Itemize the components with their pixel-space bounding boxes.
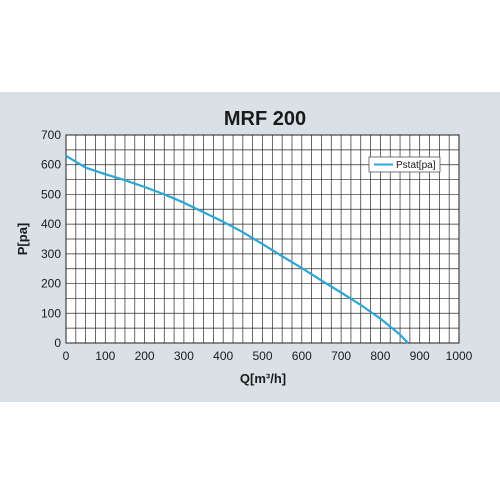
y-tick-label: 700 [41,128,61,142]
y-axis-label: P[pa] [15,223,30,256]
x-tick-label: 800 [370,349,390,363]
x-tick-label: 200 [135,349,155,363]
series-layer [65,154,409,344]
legend-box [368,156,441,173]
x-tick-label: 1000 [446,349,473,363]
x-tick-label: 100 [95,349,115,363]
y-axis-ticks: 0 100 200 300 400 500 600 700 [41,128,61,350]
x-axis-label: Q[m³/h] [240,371,286,386]
x-tick-label: 0 [63,349,70,363]
x-tick-label: 600 [292,349,312,363]
plot-border [65,134,460,344]
y-tick-label: 100 [41,306,61,320]
legend: Pstat[pa] [368,156,441,173]
y-tick-label: 400 [41,217,61,231]
y-tick-label: 600 [41,158,61,172]
y-tick-label: 0 [54,336,61,350]
x-tick-label: 500 [252,349,272,363]
y-tick-label: 500 [41,187,61,201]
series-line-pstat [65,154,409,344]
y-tick-label: 300 [41,247,61,261]
x-axis-ticks: 0 100 200 300 400 500 600 700 800 900 1000 [63,349,473,363]
chart-title: MRF 200 [224,108,306,130]
x-tick-label: 900 [410,349,430,363]
y-tick-label: 200 [41,277,61,291]
legend-entry-label: Pstat[pa] [396,160,436,171]
x-tick-label: 300 [174,349,194,363]
x-tick-label: 400 [213,349,233,363]
x-tick-label: 700 [331,349,351,363]
